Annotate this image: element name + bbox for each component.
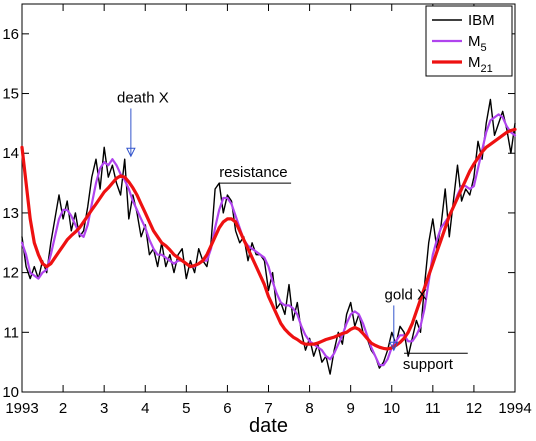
x-axis-label: date: [249, 415, 288, 436]
x-tick-label: 8: [305, 400, 313, 417]
y-tick-label: 15: [2, 86, 19, 103]
x-tick-label: 6: [223, 400, 231, 417]
series-layer: [20, 98, 517, 375]
x-tick-label: 5: [182, 400, 190, 417]
series-line-ibm: [21, 98, 516, 375]
x-tick-label: 9: [346, 400, 354, 417]
x-tick-label: 7: [264, 400, 272, 417]
x-tick-label: 2: [59, 400, 67, 417]
y-tick-label: 10: [2, 384, 19, 401]
series-line-m21: [20, 127, 517, 351]
x-tick-label: 10: [383, 400, 400, 417]
annotation-arrow-head: [388, 341, 399, 352]
x-tick-label: 1993: [5, 400, 38, 417]
y-tick-label: 16: [2, 26, 19, 43]
y-tick-label: 13: [2, 205, 19, 222]
axes: 1993 2 3 4 5 6 7 8 9 10 11 12 1994 10 11 12 13 14 15 16 date: [2, 3, 532, 437]
y-tick-label: 11: [3, 324, 19, 341]
x-tick-label: 11: [425, 400, 441, 417]
annotation-label: gold X: [385, 286, 428, 303]
y-tick-label: 14: [2, 145, 19, 162]
annotation-arrow-head: [126, 147, 136, 158]
annotation-label: death X: [117, 89, 169, 106]
x-tick-label: 3: [100, 400, 108, 417]
x-tick-label: 4: [141, 400, 149, 417]
y-tick-label: 12: [2, 265, 19, 282]
annotations-layer: death X resistance gold X support: [117, 89, 468, 373]
legend-label: IBM: [468, 12, 495, 29]
series-line-m5: [20, 113, 517, 367]
annotation-label: support: [403, 356, 454, 373]
annotation-label: resistance: [219, 164, 287, 181]
x-tick-label: 1994: [498, 400, 531, 417]
x-tick-label: 12: [466, 400, 483, 417]
